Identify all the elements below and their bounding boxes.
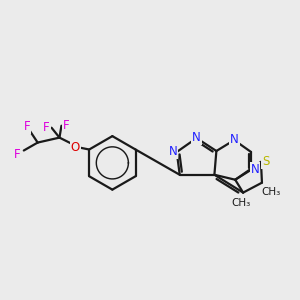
Text: F: F <box>23 120 30 133</box>
Text: CH₃: CH₃ <box>232 197 251 208</box>
Text: S: S <box>262 155 270 168</box>
Text: O: O <box>71 141 80 154</box>
Text: N: N <box>192 130 201 144</box>
Text: F: F <box>14 148 20 161</box>
Text: F: F <box>43 121 50 134</box>
Text: N: N <box>168 146 177 158</box>
Text: N: N <box>230 133 239 146</box>
Text: N: N <box>250 163 260 176</box>
Text: F: F <box>63 119 70 132</box>
Text: CH₃: CH₃ <box>261 187 280 196</box>
